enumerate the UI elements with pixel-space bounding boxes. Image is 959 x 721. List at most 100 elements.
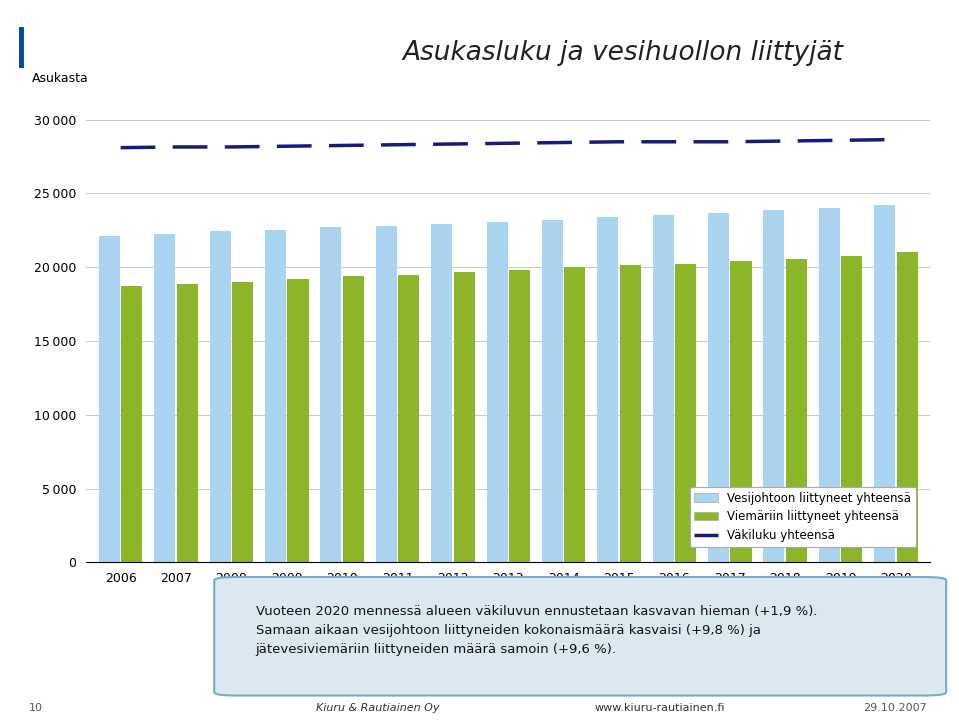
Bar: [875, 205, 895, 562]
Bar: [20, 27, 21, 68]
Bar: [20, 27, 21, 68]
Bar: [19, 27, 21, 68]
Bar: [20, 27, 21, 68]
Bar: [20, 27, 21, 68]
Bar: [232, 282, 253, 562]
Bar: [20, 27, 21, 68]
Bar: [542, 220, 563, 562]
Bar: [19, 27, 21, 68]
Bar: [20, 27, 21, 68]
Bar: [20, 27, 21, 68]
Bar: [620, 265, 641, 562]
Bar: [20, 27, 21, 68]
Text: www.kiuru-rautiainen.fi: www.kiuru-rautiainen.fi: [595, 703, 725, 713]
Bar: [20, 27, 21, 68]
Bar: [20, 27, 21, 68]
Text: 29.10.2007: 29.10.2007: [863, 703, 926, 713]
Bar: [122, 286, 142, 562]
Bar: [19, 27, 20, 68]
Bar: [20, 27, 22, 68]
Bar: [19, 27, 20, 68]
Bar: [20, 27, 21, 68]
Bar: [20, 27, 22, 68]
Bar: [19, 27, 20, 68]
Bar: [19, 27, 21, 68]
Bar: [19, 27, 21, 68]
Bar: [20, 27, 21, 68]
Bar: [19, 27, 21, 68]
Bar: [20, 27, 21, 68]
Bar: [20, 27, 21, 68]
Bar: [210, 231, 231, 562]
Bar: [20, 27, 21, 68]
Bar: [20, 27, 21, 68]
Bar: [19, 27, 21, 68]
Bar: [19, 27, 20, 68]
Bar: [20, 27, 21, 68]
Text: ENNUSTEET: ENNUSTEET: [196, 40, 289, 55]
Bar: [20, 27, 21, 68]
Bar: [19, 27, 20, 68]
Bar: [20, 27, 22, 68]
Bar: [99, 236, 120, 562]
Bar: [20, 27, 21, 68]
Bar: [708, 213, 729, 562]
Bar: [20, 27, 21, 68]
Bar: [597, 217, 619, 562]
Bar: [19, 27, 20, 68]
Bar: [19, 27, 20, 68]
Bar: [731, 261, 752, 562]
Legend: Vesijohtoon liittyneet yhteensä, Viemäriin liittyneet yhteensä, Väkiluku yhteens: Vesijohtoon liittyneet yhteensä, Viemäri…: [690, 487, 916, 547]
Bar: [20, 27, 21, 68]
Bar: [20, 27, 21, 68]
Bar: [176, 284, 198, 562]
Bar: [19, 27, 21, 68]
Bar: [841, 256, 862, 562]
Bar: [342, 276, 363, 562]
Bar: [20, 27, 21, 68]
Bar: [564, 267, 585, 562]
Bar: [20, 27, 22, 68]
Bar: [20, 27, 21, 68]
Bar: [265, 229, 286, 562]
Bar: [763, 211, 784, 562]
Bar: [897, 252, 918, 562]
Bar: [19, 27, 20, 68]
Bar: [20, 27, 21, 68]
Bar: [19, 27, 21, 68]
Bar: [20, 27, 21, 68]
Bar: [19, 27, 21, 68]
Bar: [20, 27, 21, 68]
Text: Vuoteen 2020 mennessä alueen väkiluvun ennustetaan kasvavan hieman (+1,9 %).
Sam: Vuoteen 2020 mennessä alueen väkiluvun e…: [256, 605, 817, 656]
Bar: [20, 27, 21, 68]
Text: Asukasta: Asukasta: [32, 72, 88, 85]
Text: Asukasluku ja vesihuollon liittyjät: Asukasluku ja vesihuollon liittyjät: [403, 40, 844, 66]
Bar: [19, 27, 21, 68]
Bar: [20, 27, 21, 68]
Bar: [785, 259, 807, 562]
Bar: [20, 27, 21, 68]
Bar: [20, 27, 21, 68]
Bar: [20, 27, 21, 68]
Bar: [20, 27, 21, 68]
Bar: [19, 27, 21, 68]
Bar: [19, 27, 21, 68]
Bar: [19, 27, 21, 68]
Bar: [675, 264, 696, 562]
Bar: [20, 27, 21, 68]
Bar: [20, 27, 21, 68]
Bar: [19, 27, 20, 68]
Bar: [20, 27, 21, 68]
Bar: [486, 222, 507, 562]
Bar: [20, 27, 21, 68]
Bar: [19, 27, 20, 68]
Bar: [19, 27, 20, 68]
Bar: [20, 27, 21, 68]
Bar: [320, 226, 341, 562]
Bar: [20, 27, 21, 68]
Bar: [19, 27, 21, 68]
Bar: [20, 27, 21, 68]
Bar: [20, 27, 21, 68]
Bar: [20, 27, 22, 68]
Bar: [19, 27, 21, 68]
